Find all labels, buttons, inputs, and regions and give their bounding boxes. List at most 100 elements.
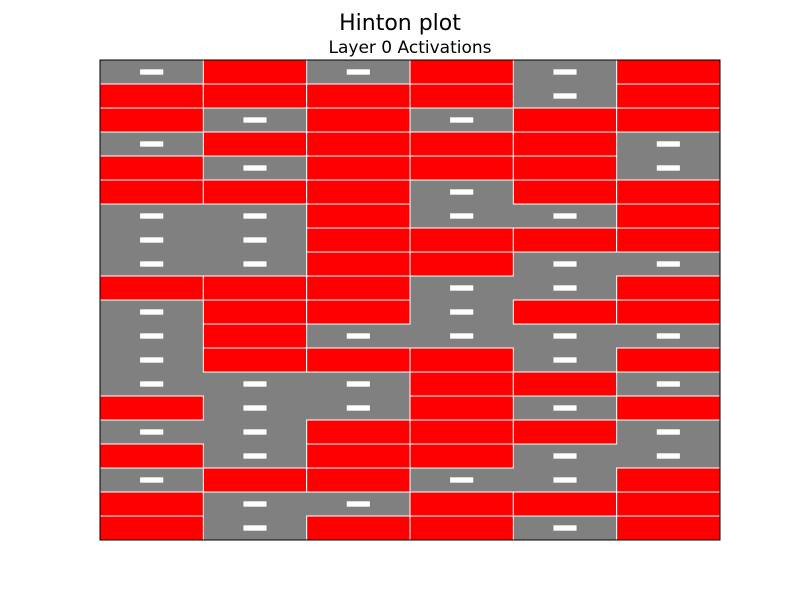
hinton-cell-r12-c1 (202, 347, 308, 373)
hinton-cell-r9-c2 (306, 275, 411, 301)
hinton-cell-r18-c2 (346, 501, 370, 507)
hinton-cell-r19-c0 (99, 515, 204, 541)
hinton-cell-r7-c4 (512, 227, 618, 253)
hinton-cell-r10-c1 (202, 299, 308, 325)
hinton-cell-r16-c3 (409, 443, 514, 469)
hinton-cell-r19-c2 (306, 515, 411, 541)
hinton-cell-r15-c4 (512, 419, 618, 445)
hinton-cell-r4-c3 (409, 155, 514, 181)
figure-suptitle: Hinton plot (339, 11, 461, 36)
hinton-cell-r8-c3 (409, 251, 514, 277)
hinton-cell-r13-c2 (346, 381, 370, 387)
hinton-cell-r1-c1 (202, 83, 308, 109)
hinton-cell-r8-c2 (306, 251, 411, 277)
hinton-cell-r14-c5 (616, 395, 721, 421)
hinton-cell-r10-c2 (306, 299, 411, 325)
hinton-cell-r4-c4 (512, 155, 618, 181)
hinton-cell-r14-c1 (243, 405, 267, 411)
hinton-cell-r6-c1 (243, 213, 267, 219)
hinton-cell-r12-c4 (553, 357, 577, 363)
hinton-cell-r12-c0 (140, 357, 164, 363)
hinton-cell-r16-c2 (306, 443, 411, 469)
hinton-cell-r19-c1 (243, 525, 267, 531)
hinton-cell-r3-c2 (306, 131, 411, 157)
hinton-cell-r14-c0 (99, 395, 204, 421)
hinton-cell-r10-c4 (512, 299, 618, 325)
hinton-cell-r13-c3 (409, 371, 514, 397)
hinton-cell-r10-c3 (450, 309, 474, 315)
hinton-cell-r11-c4 (553, 333, 577, 339)
hinton-cell-r12-c2 (306, 347, 411, 373)
hinton-cell-r16-c5 (656, 453, 680, 459)
hinton-cell-r11-c1 (202, 323, 308, 349)
hinton-cell-r15-c0 (140, 429, 164, 435)
hinton-cell-r16-c1 (243, 453, 267, 459)
hinton-cell-r9-c4 (553, 285, 577, 291)
hinton-cell-r3-c0 (140, 141, 164, 147)
hinton-cell-r0-c0 (140, 69, 164, 75)
hinton-cell-r14-c3 (409, 395, 514, 421)
hinton-cell-r4-c0 (99, 155, 204, 181)
hinton-cell-r17-c4 (553, 477, 577, 483)
hinton-cell-r17-c3 (450, 477, 474, 483)
hinton-cell-r11-c2 (346, 333, 370, 339)
hinton-cell-r18-c3 (409, 491, 514, 517)
hinton-cell-r3-c3 (409, 131, 514, 157)
hinton-cell-r14-c2 (346, 405, 370, 411)
axes-title: Layer 0 Activations (329, 38, 492, 58)
hinton-cell-r7-c2 (306, 227, 411, 253)
hinton-cell-r4-c2 (306, 155, 411, 181)
hinton-cell-r15-c5 (656, 429, 680, 435)
hinton-cell-r6-c4 (553, 213, 577, 219)
hinton-cell-r7-c5 (616, 227, 721, 253)
hinton-cell-r18-c5 (616, 491, 721, 517)
hinton-cell-r2-c1 (243, 117, 267, 123)
hinton-cell-r16-c4 (553, 453, 577, 459)
hinton-cell-r5-c5 (616, 179, 721, 205)
hinton-cell-r0-c5 (616, 59, 721, 85)
hinton-cell-r11-c5 (656, 333, 680, 339)
hinton-cell-r1-c5 (616, 83, 721, 109)
hinton-cell-r17-c0 (140, 477, 164, 483)
hinton-cell-r9-c3 (450, 285, 474, 291)
hinton-cell-r6-c5 (616, 203, 721, 229)
hinton-cell-r9-c0 (99, 275, 204, 301)
hinton-cell-r3-c5 (656, 141, 680, 147)
hinton-cell-r6-c0 (140, 213, 164, 219)
hinton-cell-r3-c1 (202, 131, 308, 157)
hinton-cell-r10-c0 (140, 309, 164, 315)
axes-frame (99, 59, 721, 541)
hinton-cell-r5-c4 (512, 179, 618, 205)
hinton-cell-r7-c1 (243, 237, 267, 243)
hinton-cell-r18-c4 (512, 491, 618, 517)
hinton-cell-r5-c1 (202, 179, 308, 205)
hinton-cell-r15-c2 (306, 419, 411, 445)
hinton-cell-r7-c3 (409, 227, 514, 253)
hinton-cell-r0-c4 (553, 69, 577, 75)
hinton-cell-r2-c3 (450, 117, 474, 123)
hinton-cell-r1-c0 (99, 83, 204, 109)
hinton-cell-r11-c3 (450, 333, 474, 339)
hinton-cell-r13-c5 (656, 381, 680, 387)
hinton-cell-r2-c2 (306, 107, 411, 133)
hinton-cell-r8-c0 (140, 261, 164, 267)
hinton-cell-r8-c5 (656, 261, 680, 267)
hinton-cell-r5-c2 (306, 179, 411, 205)
hinton-cell-r7-c0 (140, 237, 164, 243)
hinton-cell-r16-c0 (99, 443, 204, 469)
plot-area (99, 59, 721, 541)
hinton-cell-r13-c0 (140, 381, 164, 387)
hinton-cell-r4-c5 (656, 165, 680, 171)
hinton-cell-r9-c5 (616, 275, 721, 301)
hinton-cell-r11-c0 (140, 333, 164, 339)
hinton-cell-r10-c5 (616, 299, 721, 325)
hinton-cell-r1-c2 (306, 83, 411, 109)
hinton-cell-r0-c3 (409, 59, 514, 85)
hinton-cell-r6-c3 (450, 213, 474, 219)
hinton-cell-r1-c4 (553, 93, 577, 99)
hinton-cell-r13-c1 (243, 381, 267, 387)
hinton-cell-r9-c1 (202, 275, 308, 301)
hinton-cell-r8-c1 (243, 261, 267, 267)
hinton-cell-r5-c0 (99, 179, 204, 205)
